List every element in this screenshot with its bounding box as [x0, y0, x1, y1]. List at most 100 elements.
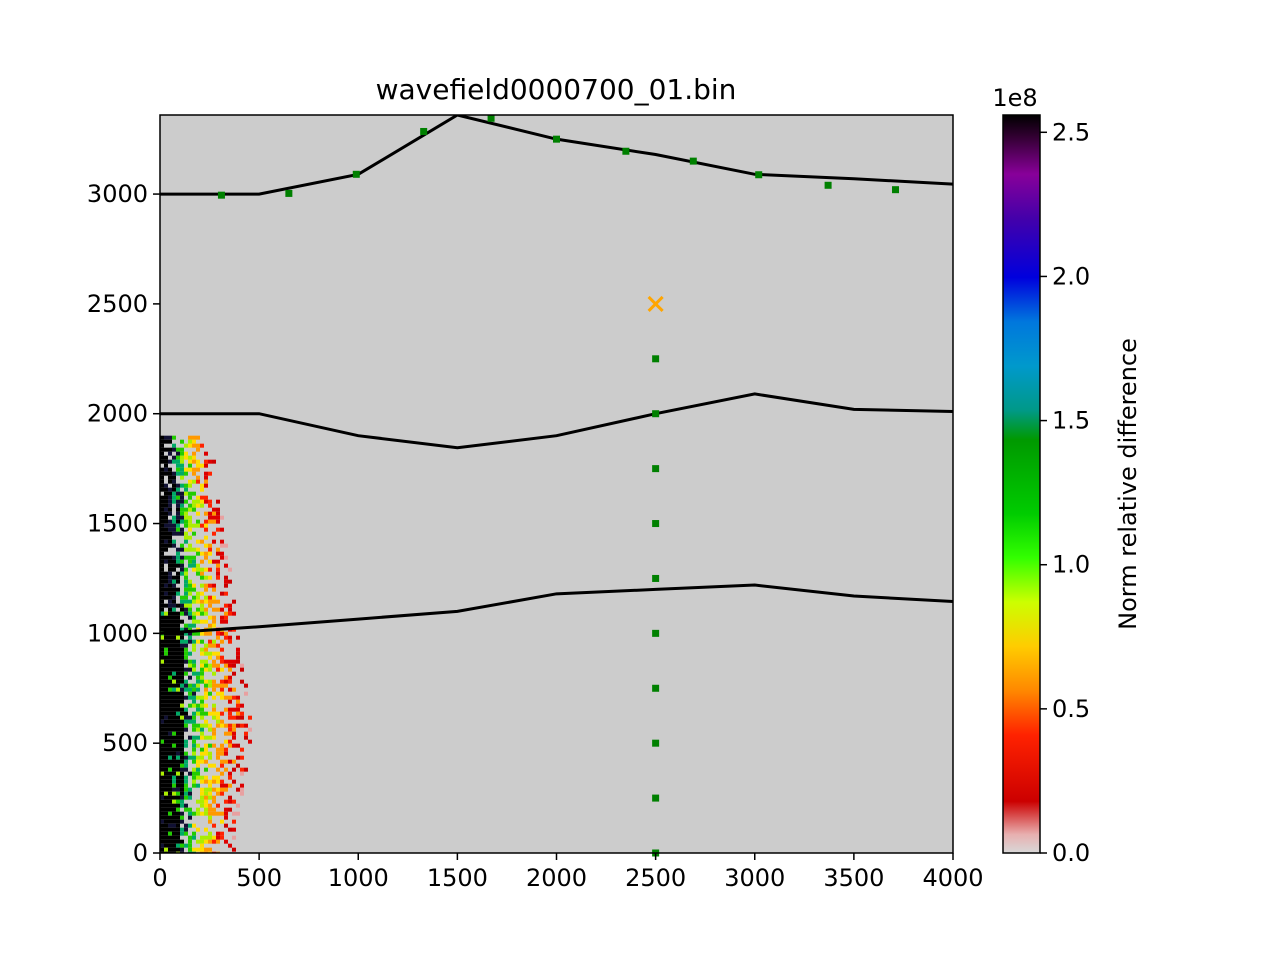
heatmap-cell	[172, 659, 176, 664]
heatmap-cell	[192, 659, 196, 664]
heatmap-cell	[184, 603, 188, 608]
heatmap-cell	[172, 815, 176, 820]
receiver-surface-point	[352, 170, 360, 178]
heatmap-cell	[160, 511, 164, 516]
heatmap-cell	[184, 575, 188, 580]
heatmap-cell	[204, 687, 208, 692]
colorbar-offset-text: 1e8	[992, 84, 1037, 112]
heatmap-cell	[184, 827, 188, 832]
heatmap-cell	[160, 635, 164, 640]
heatmap-cell	[200, 679, 204, 684]
heatmap-cell	[200, 735, 204, 740]
heatmap-cell	[168, 467, 172, 472]
heatmap-cell	[188, 635, 192, 640]
heatmap-cell	[160, 627, 164, 632]
heatmap-cell	[160, 667, 164, 672]
heatmap-cell	[180, 467, 184, 472]
heatmap-cell	[208, 751, 212, 756]
heatmap-cell	[192, 615, 196, 620]
heatmap-cell	[172, 615, 176, 620]
heatmap-cell	[192, 623, 196, 628]
heatmap-cell	[180, 599, 184, 604]
heatmap-cell	[176, 523, 180, 528]
heatmap-cell	[172, 715, 176, 720]
heatmap-cell	[176, 651, 180, 656]
heatmap-cell	[196, 683, 200, 688]
heatmap-cell	[208, 783, 212, 788]
heatmap-cell	[176, 471, 180, 476]
heatmap-cell	[176, 571, 180, 576]
heatmap-cell	[176, 835, 180, 840]
heatmap-cell	[164, 623, 168, 628]
heatmap-cell	[228, 639, 232, 644]
heatmap-cell	[192, 499, 196, 504]
heatmap-cell	[228, 843, 232, 848]
heatmap-cell	[172, 711, 176, 716]
heatmap-cell	[188, 843, 192, 848]
heatmap-cell	[188, 435, 192, 440]
heatmap-cell	[228, 739, 232, 744]
heatmap-cell	[208, 515, 212, 520]
heatmap-cell	[184, 587, 188, 592]
heatmap-cell	[196, 711, 200, 716]
heatmap-cell	[172, 591, 176, 596]
chart-title: wavefield0000700_01.bin	[376, 73, 737, 106]
interface-line-2	[160, 392, 953, 450]
heatmap-cell	[176, 587, 180, 592]
heatmap-cell	[172, 459, 176, 464]
heatmap-cell	[212, 683, 216, 688]
heatmap-cell	[176, 791, 180, 796]
heatmap-cell	[204, 595, 208, 600]
heatmap-cell	[164, 547, 168, 552]
heatmap-cell	[212, 795, 216, 800]
heatmap-cell	[208, 727, 212, 732]
heatmap-cell	[172, 583, 176, 588]
heatmap-cell	[216, 511, 220, 516]
heatmap-cell	[160, 775, 164, 780]
heatmap-cell	[188, 455, 192, 460]
heatmap-cell	[180, 631, 184, 636]
heatmap-cell	[172, 771, 176, 776]
heatmap-cell	[180, 635, 184, 640]
heatmap-cell	[168, 823, 172, 828]
heatmap-cell	[236, 811, 240, 816]
heatmap-cell	[208, 683, 212, 688]
heatmap-cell	[176, 691, 180, 696]
heatmap-cell	[164, 531, 168, 536]
heatmap-cell	[212, 559, 216, 564]
heatmap-cell	[208, 603, 212, 608]
heatmap-cell	[160, 659, 164, 664]
heatmap-cell	[220, 695, 224, 700]
heatmap-cell	[180, 455, 184, 460]
heatmap-cell	[172, 835, 176, 840]
heatmap-cell	[172, 775, 176, 780]
heatmap-cell	[176, 807, 180, 812]
heatmap-cell	[168, 471, 172, 476]
heatmap-cell	[224, 611, 228, 616]
heatmap-cell	[180, 799, 184, 804]
heatmap-cell	[192, 723, 196, 728]
heatmap-cell	[164, 495, 168, 500]
heatmap-cell	[188, 631, 192, 636]
heatmap-cell	[232, 779, 236, 784]
heatmap-cell	[200, 707, 204, 712]
heatmap-cell	[160, 479, 164, 484]
heatmap-cell	[160, 455, 164, 460]
heatmap-cell	[164, 779, 168, 784]
heatmap-cell	[168, 835, 172, 840]
heatmap-cell	[204, 587, 208, 592]
heatmap-cell	[204, 683, 208, 688]
heatmap-cell	[164, 739, 168, 744]
heatmap-cell	[160, 655, 164, 660]
heatmap-cell	[232, 847, 236, 852]
heatmap-cell	[160, 563, 164, 568]
heatmap-cell	[168, 591, 172, 596]
heatmap-cell	[212, 839, 216, 844]
heatmap-cell	[196, 799, 200, 804]
heatmap-cell	[184, 831, 188, 836]
heatmap-cell	[216, 599, 220, 604]
heatmap-cell	[176, 679, 180, 684]
heatmap-cell	[164, 627, 168, 632]
heatmap-cell	[160, 735, 164, 740]
heatmap-cell	[220, 683, 224, 688]
